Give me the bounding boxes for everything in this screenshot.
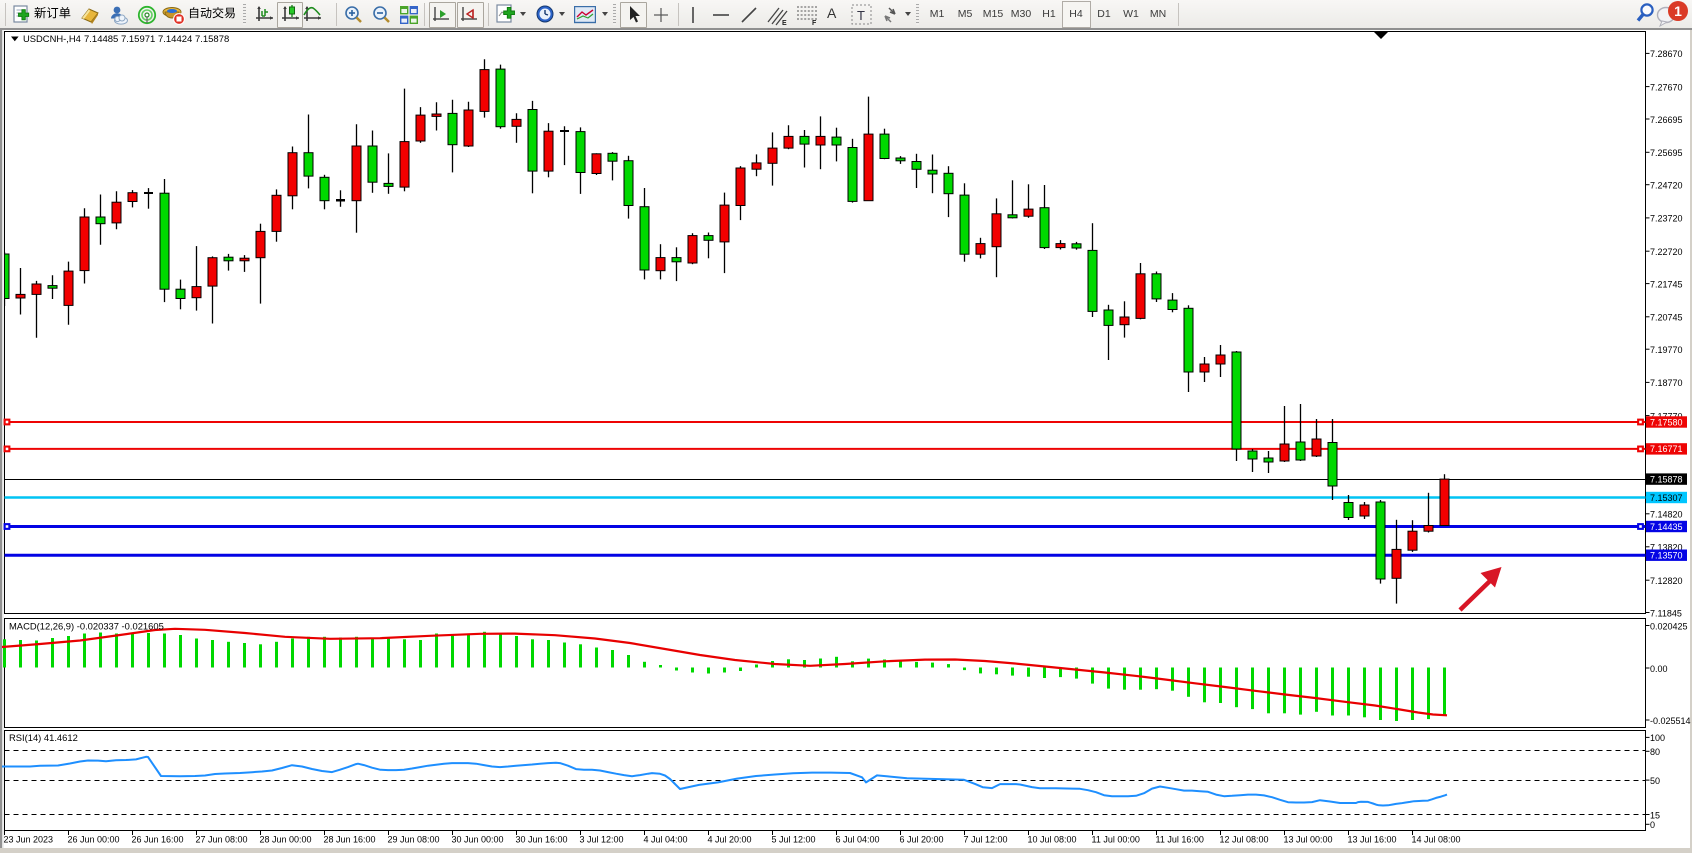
svg-text:11 Jul 16:00: 11 Jul 16:00 bbox=[1156, 835, 1204, 845]
svg-text:7.19770: 7.19770 bbox=[1650, 345, 1683, 355]
svg-text:100: 100 bbox=[1650, 733, 1665, 743]
svg-text:MACD(12,26,9) -0.020337 -0.021: MACD(12,26,9) -0.020337 -0.021605 bbox=[9, 621, 164, 632]
svg-text:F: F bbox=[812, 20, 817, 26]
svg-text:28 Jun 16:00: 28 Jun 16:00 bbox=[324, 835, 376, 845]
svg-text:7.14820: 7.14820 bbox=[1650, 510, 1683, 520]
svg-text:7.11845: 7.11845 bbox=[1650, 608, 1682, 618]
svg-text:26 Jun 00:00: 26 Jun 00:00 bbox=[68, 835, 120, 845]
svg-text:14 Jul 08:00: 14 Jul 08:00 bbox=[1412, 835, 1461, 845]
svg-text:RSI(14) 41.4612: RSI(14) 41.4612 bbox=[9, 732, 78, 743]
svg-text:13 Jul 16:00: 13 Jul 16:00 bbox=[1348, 835, 1397, 845]
svg-text:0.020425: 0.020425 bbox=[1650, 621, 1688, 631]
svg-text:4 Jul 20:00: 4 Jul 20:00 bbox=[708, 835, 752, 845]
svg-text:7.15307: 7.15307 bbox=[1650, 493, 1683, 503]
svg-text:12 Jul 08:00: 12 Jul 08:00 bbox=[1220, 835, 1269, 845]
svg-text:4 Jul 04:00: 4 Jul 04:00 bbox=[644, 835, 688, 845]
svg-text:7.22720: 7.22720 bbox=[1650, 247, 1683, 257]
svg-text:7.14485 7.15971 7.14424 7.1587: 7.14485 7.15971 7.14424 7.15878 bbox=[84, 34, 229, 45]
svg-text:7.17580: 7.17580 bbox=[1650, 417, 1683, 427]
svg-text:T: T bbox=[857, 8, 865, 23]
svg-text:7.28670: 7.28670 bbox=[1650, 49, 1683, 59]
svg-text:0: 0 bbox=[1650, 820, 1655, 830]
svg-text:13 Jul 00:00: 13 Jul 00:00 bbox=[1284, 835, 1333, 845]
svg-text:7.12820: 7.12820 bbox=[1650, 576, 1683, 586]
svg-text:7.18770: 7.18770 bbox=[1650, 378, 1683, 388]
svg-text:7.15878: 7.15878 bbox=[1650, 474, 1683, 484]
svg-text:7.13570: 7.13570 bbox=[1650, 551, 1683, 561]
svg-text:6 Jul 20:00: 6 Jul 20:00 bbox=[900, 835, 944, 845]
svg-text:7.25695: 7.25695 bbox=[1650, 148, 1683, 158]
svg-text:7.26695: 7.26695 bbox=[1650, 115, 1683, 125]
svg-text:15: 15 bbox=[1650, 810, 1660, 820]
svg-text:3 Jul 12:00: 3 Jul 12:00 bbox=[580, 835, 624, 845]
svg-text:30 Jun 16:00: 30 Jun 16:00 bbox=[516, 835, 568, 845]
svg-text:50: 50 bbox=[1650, 776, 1660, 786]
svg-text:7.27670: 7.27670 bbox=[1650, 82, 1683, 92]
svg-text:28 Jun 00:00: 28 Jun 00:00 bbox=[260, 835, 312, 845]
svg-text:30 Jun 00:00: 30 Jun 00:00 bbox=[452, 835, 504, 845]
svg-text:7.24720: 7.24720 bbox=[1650, 181, 1683, 191]
svg-text:USDCNH-,H4: USDCNH-,H4 bbox=[23, 33, 81, 44]
svg-text:29 Jun 08:00: 29 Jun 08:00 bbox=[388, 835, 440, 845]
svg-text:6 Jul 04:00: 6 Jul 04:00 bbox=[836, 835, 880, 845]
svg-text:26 Jun 16:00: 26 Jun 16:00 bbox=[132, 835, 184, 845]
svg-text:7.13820: 7.13820 bbox=[1650, 543, 1683, 553]
svg-text:11 Jul 00:00: 11 Jul 00:00 bbox=[1092, 835, 1140, 845]
svg-text:7.20745: 7.20745 bbox=[1650, 313, 1683, 323]
svg-text:10 Jul 08:00: 10 Jul 08:00 bbox=[1028, 835, 1077, 845]
svg-text:80: 80 bbox=[1650, 747, 1660, 757]
svg-text:7 Jul 12:00: 7 Jul 12:00 bbox=[964, 835, 1008, 845]
svg-text:-0.025514: -0.025514 bbox=[1650, 716, 1691, 726]
svg-text:27 Jun 08:00: 27 Jun 08:00 bbox=[196, 835, 248, 845]
svg-text:E: E bbox=[782, 20, 787, 26]
svg-text:0.00: 0.00 bbox=[1650, 664, 1668, 674]
svg-text:23 Jun 2023: 23 Jun 2023 bbox=[4, 835, 54, 845]
svg-text:7.21745: 7.21745 bbox=[1650, 279, 1683, 289]
svg-text:5 Jul 12:00: 5 Jul 12:00 bbox=[772, 835, 816, 845]
svg-text:7.14435: 7.14435 bbox=[1650, 522, 1683, 532]
svg-text:7.16771: 7.16771 bbox=[1650, 444, 1683, 454]
svg-text:7.23720: 7.23720 bbox=[1650, 214, 1683, 224]
